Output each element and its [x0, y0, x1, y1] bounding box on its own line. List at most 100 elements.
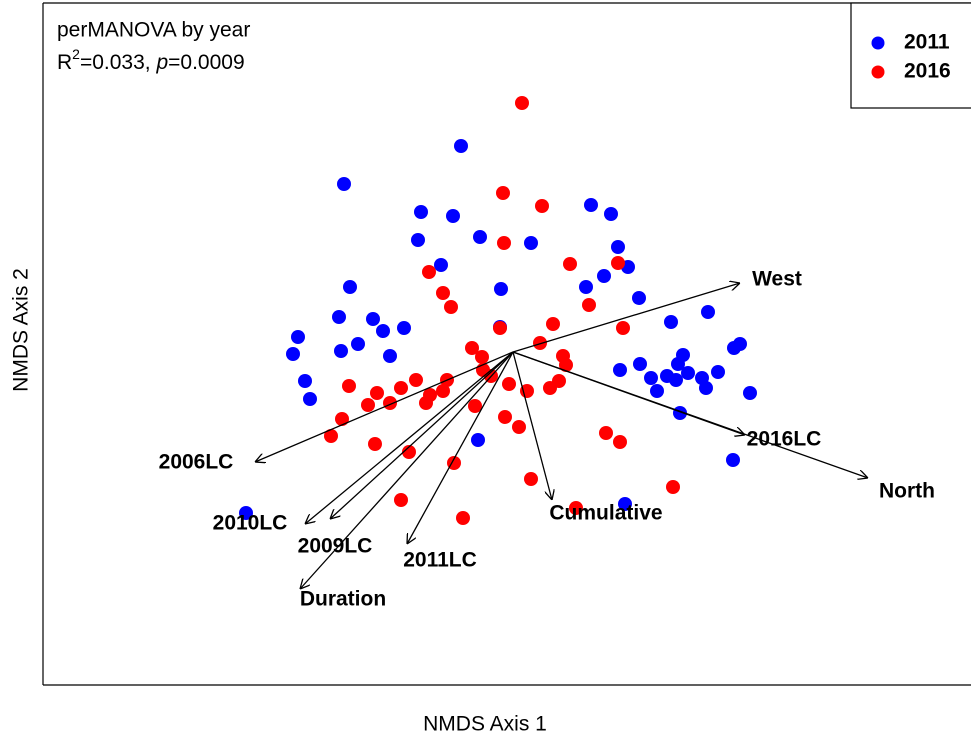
legend-label: 2016	[904, 60, 951, 83]
point	[611, 240, 625, 254]
point	[546, 317, 560, 331]
point	[414, 205, 428, 219]
point	[535, 199, 549, 213]
point	[342, 379, 356, 393]
point	[727, 341, 741, 355]
vector-arrow	[305, 351, 514, 524]
point	[334, 344, 348, 358]
point	[324, 429, 338, 443]
point	[669, 373, 683, 387]
stat-part: =0.0009	[168, 51, 245, 74]
stat-part: R	[57, 51, 72, 74]
point	[632, 291, 646, 305]
point	[394, 381, 408, 395]
point	[298, 374, 312, 388]
vector-arrow	[512, 351, 552, 500]
point	[239, 506, 253, 520]
point	[370, 386, 384, 400]
point	[475, 350, 489, 364]
point	[303, 392, 317, 406]
legend-marker	[871, 65, 885, 79]
point	[701, 305, 715, 319]
point	[496, 186, 510, 200]
point	[512, 420, 526, 434]
point	[335, 412, 349, 426]
point	[497, 236, 511, 250]
point	[493, 321, 507, 335]
point	[666, 480, 680, 494]
point	[611, 256, 625, 270]
point	[422, 265, 436, 279]
point	[613, 435, 627, 449]
point	[383, 349, 397, 363]
point	[444, 300, 458, 314]
point	[409, 373, 423, 387]
point	[618, 497, 632, 511]
point	[644, 371, 658, 385]
point	[337, 177, 351, 191]
vector-label: 2010LC	[213, 512, 288, 535]
point	[616, 321, 630, 335]
point	[394, 493, 408, 507]
annotation-title: perMANOVA by year	[57, 19, 250, 42]
point	[584, 198, 598, 212]
point	[502, 377, 516, 391]
point	[515, 96, 529, 110]
point	[569, 501, 583, 515]
point	[726, 453, 740, 467]
plot-frame	[42, 2, 971, 686]
annotation-stat: R2=0.033, p=0.0009	[57, 46, 245, 74]
stat-part: 2	[72, 46, 80, 62]
point	[597, 269, 611, 283]
legend-label: 2011	[904, 31, 950, 54]
vector-label: Duration	[300, 588, 386, 611]
points	[239, 96, 757, 525]
point	[711, 365, 725, 379]
vector-arrow	[512, 351, 745, 435]
point	[454, 139, 468, 153]
point	[671, 357, 685, 371]
point	[332, 310, 346, 324]
point	[351, 337, 365, 351]
vector-arrow	[407, 351, 514, 544]
stat-part: p	[155, 51, 168, 74]
x-axis-label: NMDS Axis 1	[423, 713, 547, 736]
point	[563, 257, 577, 271]
point	[650, 384, 664, 398]
vector-arrow	[300, 351, 514, 589]
point	[419, 396, 433, 410]
point	[664, 315, 678, 329]
y-axis-label: NMDS Axis 2	[10, 268, 33, 392]
point	[633, 357, 647, 371]
vector-label: 2006LC	[159, 451, 234, 474]
stat-part: =0.033,	[80, 51, 156, 74]
point	[613, 363, 627, 377]
point	[524, 236, 538, 250]
point	[343, 280, 357, 294]
point	[498, 410, 512, 424]
point	[743, 386, 757, 400]
point	[599, 426, 613, 440]
point	[520, 384, 534, 398]
vector-label: Cumulative	[549, 502, 662, 525]
point	[604, 207, 618, 221]
point	[699, 381, 713, 395]
vector-label: 2016LC	[747, 428, 822, 451]
vector-arrow	[255, 351, 514, 462]
vector-arrow	[330, 351, 514, 519]
point	[376, 324, 390, 338]
point	[366, 312, 380, 326]
point	[456, 511, 470, 525]
point	[579, 280, 593, 294]
vector-label: 2011LC	[403, 549, 477, 572]
legend: 2011 2016	[850, 2, 971, 109]
point	[552, 374, 566, 388]
vector-label: North	[879, 480, 935, 503]
point	[446, 209, 460, 223]
point	[524, 472, 538, 486]
point	[582, 298, 596, 312]
legend-marker	[871, 36, 885, 50]
point	[494, 282, 508, 296]
point	[436, 286, 450, 300]
